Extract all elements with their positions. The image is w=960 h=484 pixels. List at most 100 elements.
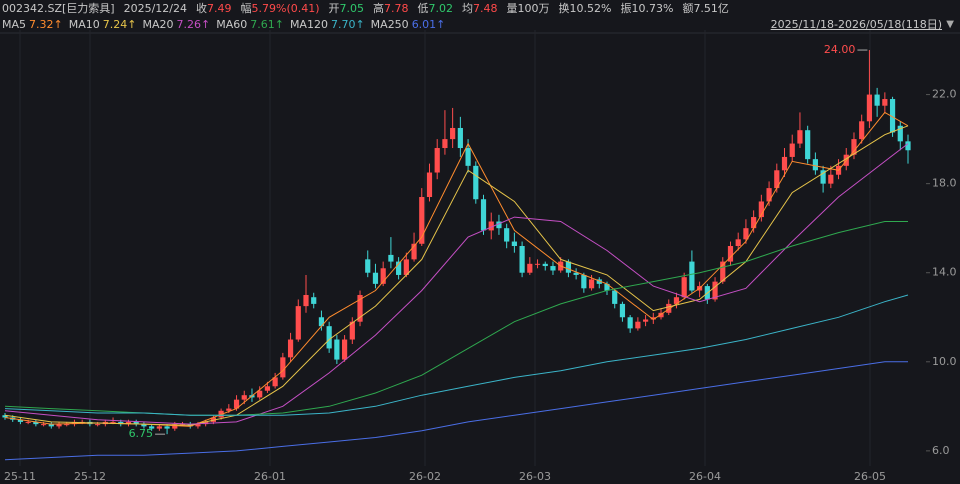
quote-key: 换: [558, 2, 570, 15]
candle-body: [681, 277, 687, 298]
candle-body: [426, 172, 433, 198]
quote-item: 高7.78: [373, 0, 409, 16]
candle-body: [596, 279, 602, 284]
candle-body: [210, 417, 216, 422]
range-menu[interactable]: ▼: [946, 18, 954, 30]
candle-body: [619, 303, 626, 318]
quote-key: 收: [196, 2, 207, 15]
legend-value: 7.70↑: [330, 17, 365, 31]
candle-body: [496, 221, 502, 229]
candle-body: [388, 254, 394, 262]
quote-item: 幅5.79%(0.41): [241, 0, 320, 16]
legend-name: MA250: [370, 17, 409, 31]
candle-body: [318, 317, 325, 327]
date-range[interactable]: 2025/11/18-2026/05/18(118日): [770, 18, 942, 31]
quote-value: 7.05: [339, 2, 365, 15]
candle-body: [280, 357, 286, 378]
quote-key: 振: [620, 2, 632, 15]
quote-item: 换10.52%: [559, 0, 612, 16]
candle-body: [642, 319, 649, 322]
candle-body: [758, 201, 764, 218]
candle-body: [172, 424, 178, 429]
candle-body: [380, 268, 386, 284]
annotation-label: 24.00: [824, 43, 856, 56]
y-tick-label: 6.0: [932, 444, 950, 457]
ma-legend: MA5 7.32↑ MA10 7.24↑ MA20 7.26↑ MA60 7.61↑ MA120…: [2, 16, 956, 32]
candle-body: [550, 266, 556, 271]
candle-body: [411, 243, 417, 260]
candle-body: [774, 170, 780, 189]
y-tick-label: 18.0: [932, 177, 957, 190]
candle-body: [357, 294, 363, 322]
candle-body: [372, 272, 379, 284]
ma-line: [4, 361, 908, 461]
candle-body: [851, 139, 857, 155]
x-tick-label: 26-02: [409, 470, 441, 483]
quote-value: 10.73%: [631, 2, 674, 15]
candle-body: [241, 395, 247, 400]
candle-body: [859, 121, 865, 140]
candle-body: [33, 421, 39, 425]
candle-body: [743, 228, 749, 240]
candle-body: [889, 99, 896, 133]
candle-body: [71, 421, 78, 425]
legend-value: 7.32↑: [29, 17, 63, 31]
legend-value: 7.26↑: [176, 17, 211, 31]
candle-body: [480, 199, 487, 231]
y-tick-label: 10.0: [932, 355, 957, 368]
quote-key: 开: [328, 2, 340, 15]
quote-key: 高: [373, 2, 385, 15]
candle-body: [341, 339, 348, 360]
quote-value: 7.49: [207, 2, 232, 15]
candle-body: [504, 228, 510, 242]
x-tick-label: 26-01: [254, 470, 286, 483]
quote-item: 振10.73%: [620, 0, 673, 16]
quote-value: 5.79%(0.41): [251, 2, 320, 15]
quote-value: 7.51亿: [693, 2, 729, 15]
quote-item: 开7.05: [329, 0, 365, 16]
candle-body: [612, 290, 618, 304]
candle-body: [527, 263, 533, 273]
quote-item: 收7.49: [196, 0, 232, 16]
stock-code: 002342.SZ[巨力索具]: [2, 2, 115, 15]
candle-body: [866, 94, 873, 122]
candle-body: [2, 415, 8, 418]
candle-body: [450, 127, 456, 140]
legend-name: MA5: [2, 17, 27, 31]
candle-body: [897, 125, 903, 142]
candle-body: [25, 421, 31, 423]
candle-body: [812, 159, 818, 171]
candle-body: [272, 377, 278, 387]
x-tick-label: 26-05: [854, 470, 886, 483]
legend-item: MA250 6.01↑: [371, 18, 446, 31]
legend-item: MA120 7.70↑: [290, 18, 365, 31]
candle-body: [781, 156, 788, 171]
candle-body: [164, 426, 170, 429]
legend-value: 7.61↑: [250, 17, 284, 31]
candle-body: [434, 148, 440, 173]
candle-body: [751, 217, 757, 229]
ma-line: [4, 125, 909, 426]
quote-item: 额7.51亿: [682, 0, 729, 16]
x-tick-label: 26-04: [689, 470, 721, 483]
quote-key: 量: [506, 2, 518, 15]
candle-body: [326, 326, 332, 349]
candle-body: [64, 424, 70, 426]
quote-value: 100万: [517, 2, 550, 15]
x-tick-label: 26-03: [519, 470, 551, 483]
quote-date: 2025/12/24: [123, 1, 187, 15]
candle-body: [465, 148, 471, 166]
candle-body: [233, 399, 240, 409]
legend-name: MA60: [216, 17, 248, 31]
quote-header: 002342.SZ[巨力索具] 2025/12/24 收7.49 幅5.79%(0…: [2, 0, 738, 16]
candle-body: [658, 312, 664, 318]
candle-body: [334, 339, 340, 360]
candle-body: [519, 246, 525, 273]
legend-name: MA10: [68, 17, 100, 31]
candle-body: [311, 297, 317, 304]
quote-key: 均: [462, 2, 474, 15]
legend-name: MA120: [289, 17, 328, 31]
y-tick-label: 14.0: [932, 266, 957, 279]
candle-body: [650, 317, 656, 320]
candle-body: [673, 297, 680, 304]
